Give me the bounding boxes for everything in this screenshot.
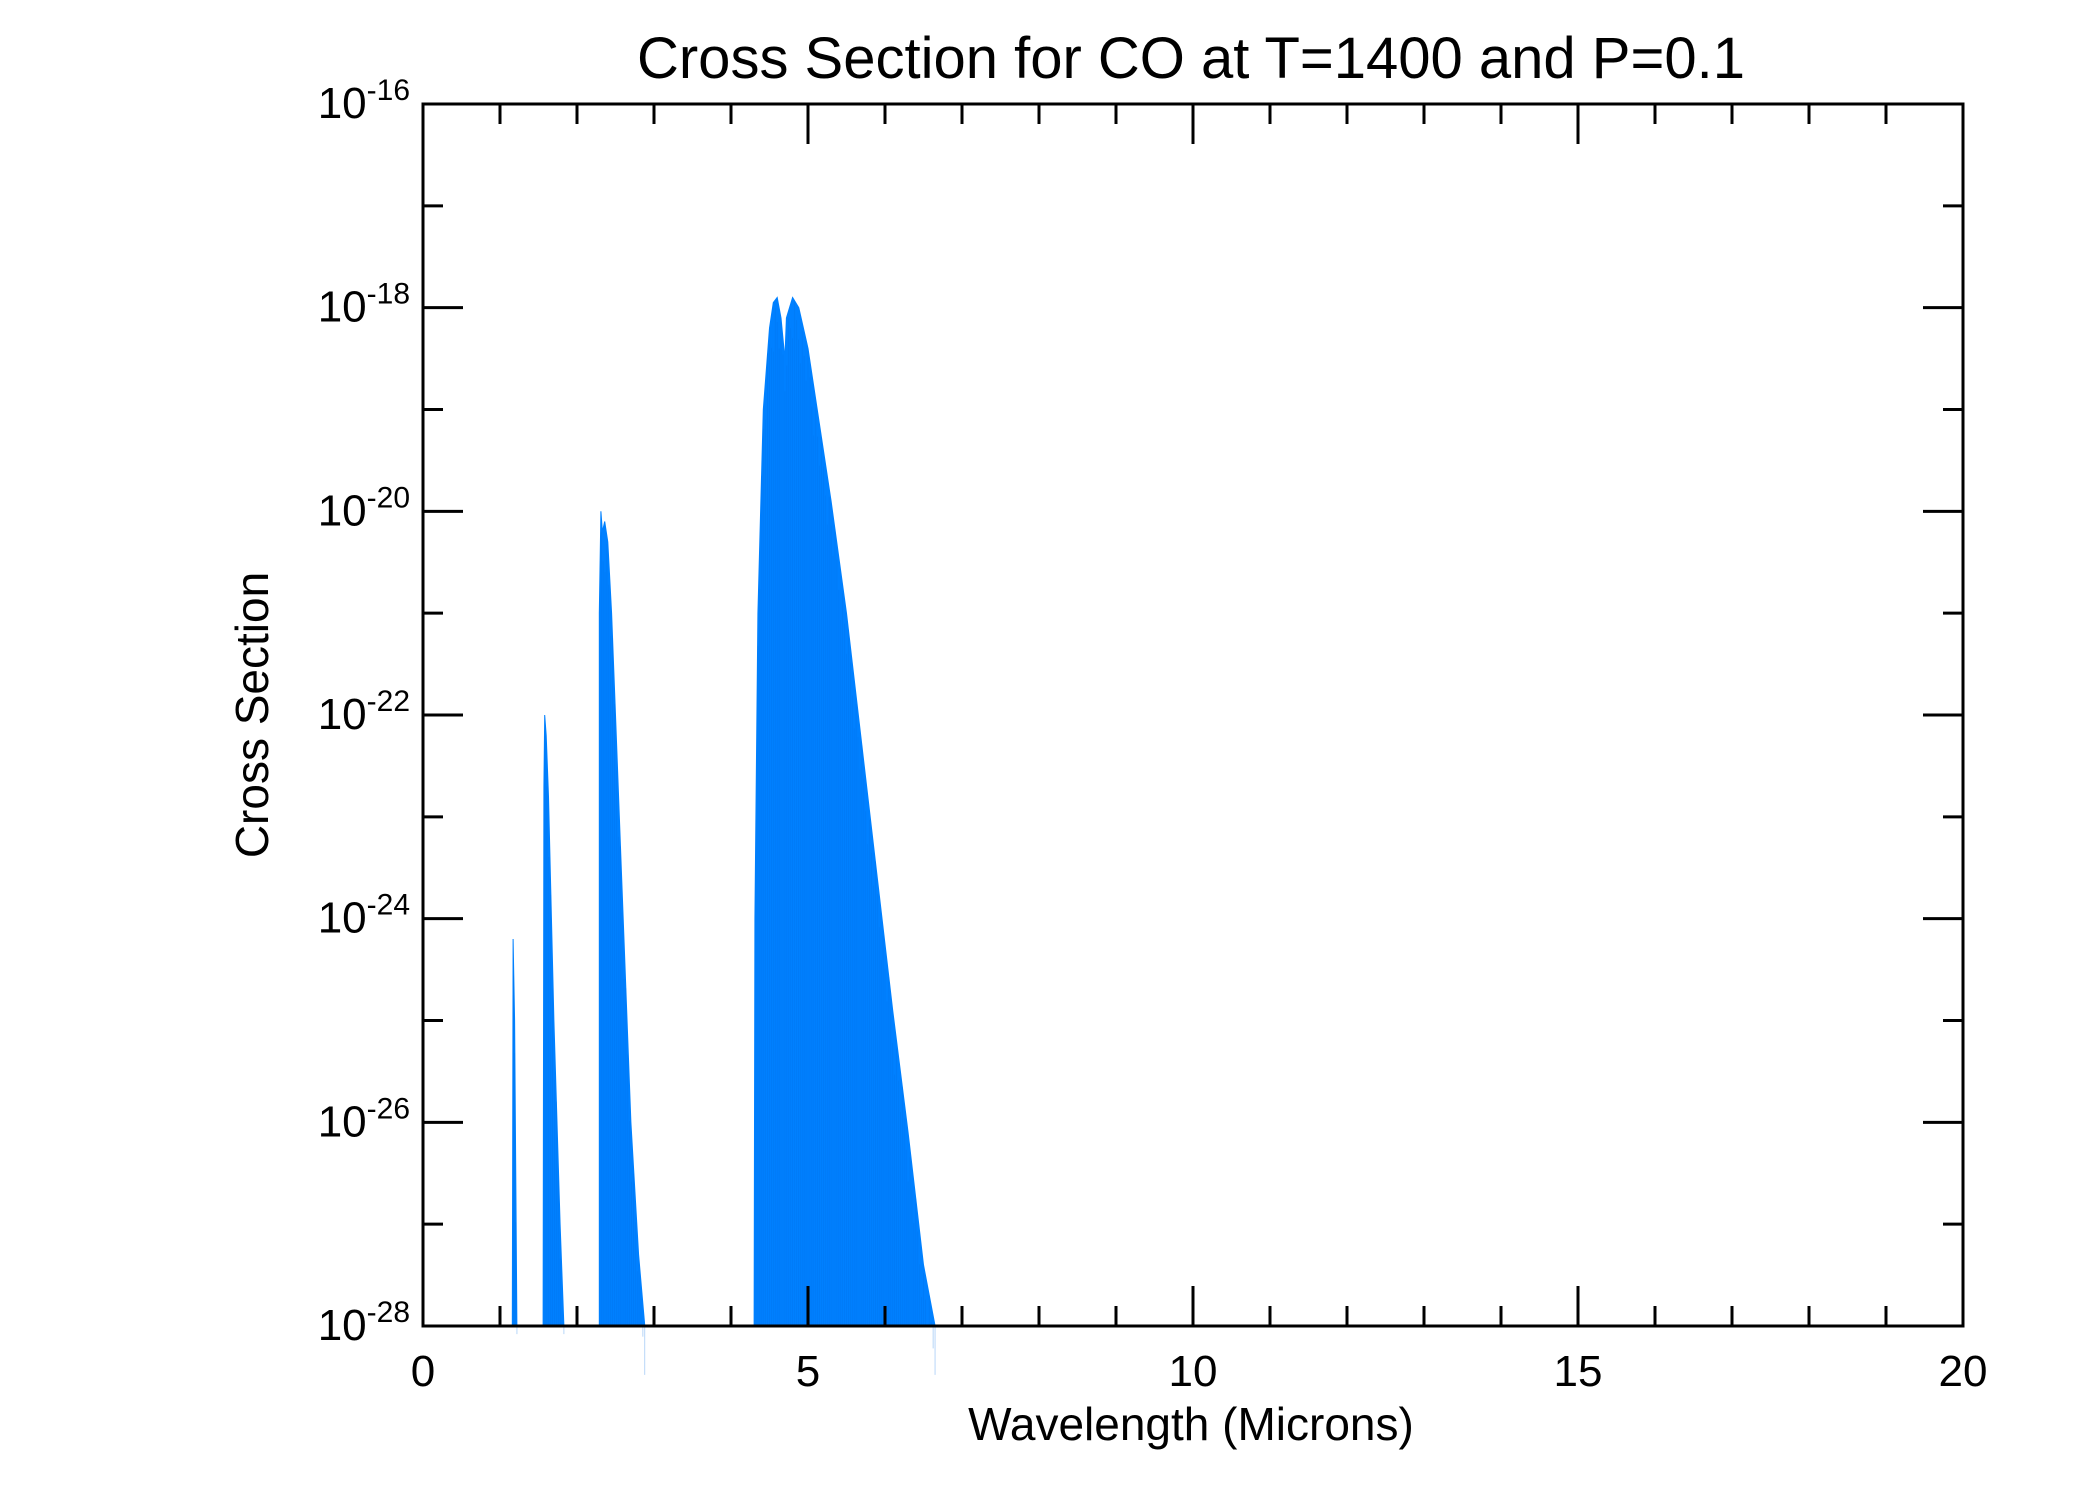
y-tick-labels: 10-16 10-18 10-20 10-22 10-24 10-26 10-28 [318,74,410,1350]
y-tick-label: 10-22 [318,685,410,739]
x-tick-labels: 0 5 10 15 20 [411,1347,1988,1396]
band-band-4.7um [753,296,936,1327]
y-tick-label: 10-24 [318,889,410,943]
plot-frame [421,102,1965,1328]
band-band-2.3um [598,511,646,1327]
y-tick-label: 10-20 [318,481,410,535]
x-tick-label: 15 [1554,1347,1603,1396]
x-tick-label: 20 [1939,1347,1988,1396]
x-tick-label: 5 [796,1347,820,1396]
chart-title: Cross Section for CO at T=1400 and P=0.1 [637,26,1745,91]
y-tick-label: 10-18 [318,278,410,332]
spectrum-bands [511,296,936,1375]
y-axis-label: Cross Section [226,572,278,858]
y-tick-label: 10-28 [318,1296,410,1350]
x-tick-label: 0 [411,1347,435,1396]
x-axis-label: Wavelength (Microns) [968,1398,1414,1450]
band-band-1.6um [542,714,565,1327]
y-tick-label: 10-26 [318,1092,410,1146]
axis-ticks [421,102,1965,1328]
x-tick-label: 10 [1169,1347,1218,1396]
y-tick-label: 10-16 [318,74,410,128]
